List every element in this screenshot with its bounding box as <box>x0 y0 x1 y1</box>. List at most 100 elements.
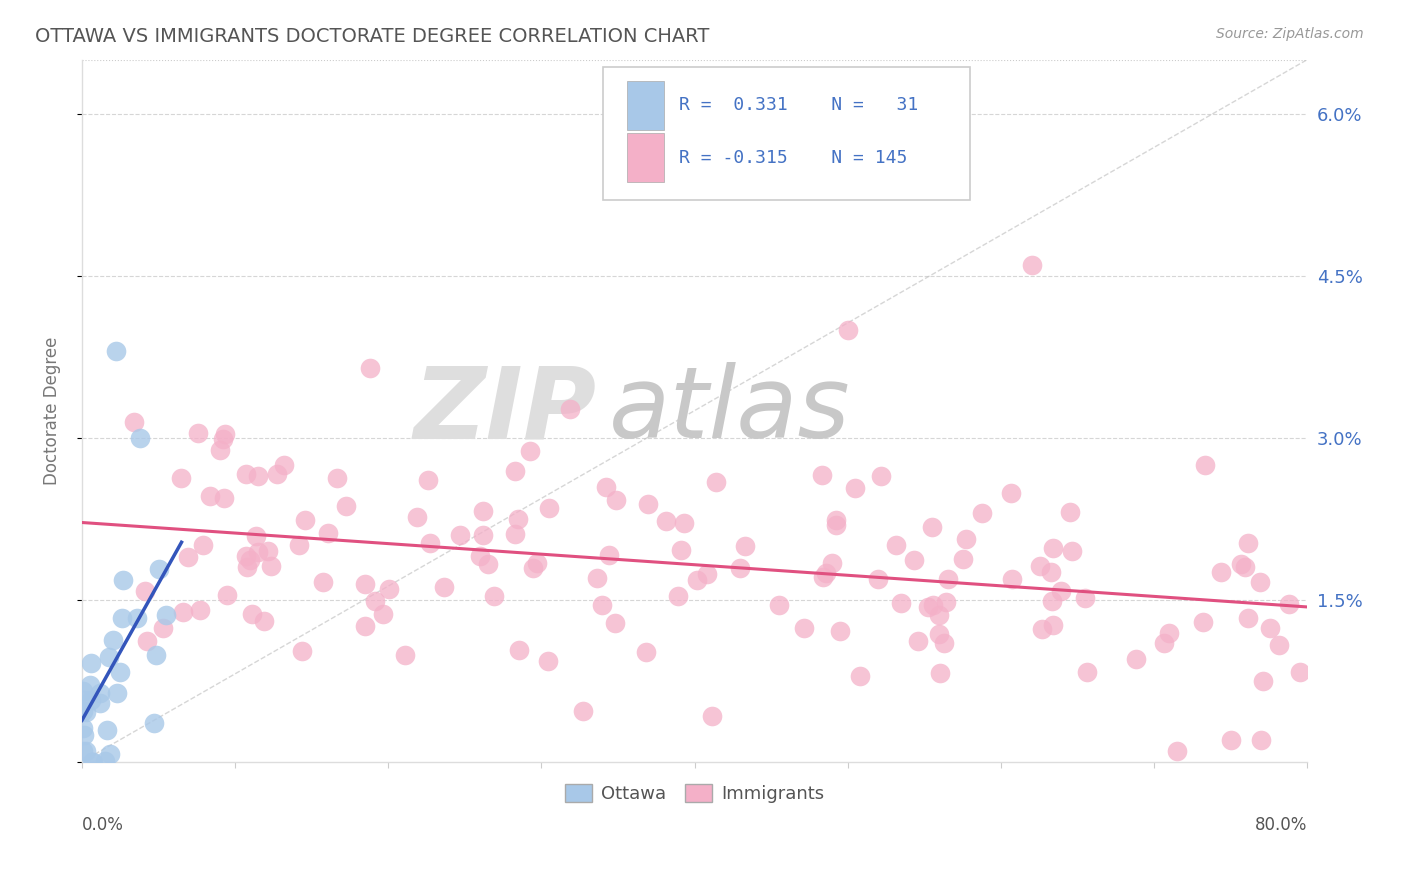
Point <box>917 599 939 614</box>
Legend: Ottawa, Immigrants: Ottawa, Immigrants <box>557 775 832 813</box>
Point <box>928 666 950 681</box>
Point <box>813 570 835 584</box>
Point <box>704 475 727 490</box>
Point <box>101 633 124 648</box>
Point <box>868 572 890 586</box>
Point <box>148 562 170 576</box>
Text: Source: ZipAtlas.com: Source: ZipAtlas.com <box>1216 27 1364 41</box>
Point <box>508 642 530 657</box>
Point <box>72 683 94 698</box>
Point <box>98 747 121 761</box>
Point <box>636 645 658 659</box>
Point <box>247 469 270 483</box>
Point <box>198 489 221 503</box>
Point <box>1000 486 1022 500</box>
Y-axis label: Doctorate Degree: Doctorate Degree <box>44 336 60 484</box>
Text: R = -0.315    N = 145: R = -0.315 N = 145 <box>679 149 907 167</box>
Point <box>1166 744 1188 758</box>
Point <box>1042 618 1064 632</box>
Point <box>1031 623 1053 637</box>
Point <box>449 528 471 542</box>
Point <box>537 500 560 515</box>
Point <box>938 572 960 586</box>
Point <box>177 550 200 565</box>
Point <box>124 415 146 429</box>
Point <box>1125 652 1147 666</box>
Point <box>235 549 257 564</box>
Text: ZIP: ZIP <box>413 362 596 459</box>
Point <box>598 548 620 562</box>
Point <box>686 573 709 587</box>
Point <box>932 636 955 650</box>
Point <box>728 561 751 575</box>
Point <box>235 467 257 481</box>
Point <box>921 519 943 533</box>
Point <box>273 458 295 472</box>
Point <box>155 607 177 622</box>
Point <box>432 580 454 594</box>
Point <box>1159 626 1181 640</box>
Point <box>890 596 912 610</box>
Point <box>188 603 211 617</box>
Point <box>239 553 262 567</box>
Point <box>637 497 659 511</box>
Point <box>266 467 288 482</box>
Point <box>700 708 723 723</box>
Point <box>105 686 128 700</box>
Point <box>291 644 314 658</box>
Point <box>537 654 560 668</box>
Text: R =  0.331    N =   31: R = 0.331 N = 31 <box>679 96 918 114</box>
Point <box>104 344 127 359</box>
Point <box>849 669 872 683</box>
Point <box>655 515 678 529</box>
Point <box>1074 591 1097 606</box>
Point <box>814 566 837 580</box>
Point <box>605 616 627 631</box>
Point <box>73 728 96 742</box>
Point <box>482 589 505 603</box>
Point <box>73 693 96 707</box>
Point <box>558 401 581 416</box>
Point <box>503 464 526 478</box>
Point <box>1253 674 1275 689</box>
Point <box>471 504 494 518</box>
Point <box>1258 621 1281 635</box>
Point <box>669 542 692 557</box>
Point <box>837 322 859 336</box>
Point <box>886 538 908 552</box>
Point <box>236 560 259 574</box>
Point <box>935 595 957 609</box>
Point <box>80 692 103 706</box>
Point <box>111 611 134 625</box>
Point <box>191 538 214 552</box>
Point <box>112 573 135 587</box>
Point <box>214 491 236 505</box>
Point <box>89 685 111 699</box>
Point <box>477 557 499 571</box>
Point <box>1237 611 1260 625</box>
Point <box>955 532 977 546</box>
Point <box>1042 594 1064 608</box>
Point <box>522 561 544 575</box>
Point <box>135 633 157 648</box>
Point <box>1278 597 1301 611</box>
Point <box>72 704 94 718</box>
Point <box>586 571 609 585</box>
Point <box>335 500 357 514</box>
Point <box>952 552 974 566</box>
Point <box>605 492 627 507</box>
Point <box>922 598 945 612</box>
Point <box>1076 665 1098 680</box>
Point <box>260 558 283 573</box>
Point <box>1229 558 1251 572</box>
Point <box>471 528 494 542</box>
Point <box>217 588 239 602</box>
Point <box>405 510 427 524</box>
Point <box>928 607 950 622</box>
Point <box>72 721 94 735</box>
Point <box>134 583 156 598</box>
Point <box>359 361 381 376</box>
Text: atlas: atlas <box>609 362 851 459</box>
Point <box>1288 665 1310 679</box>
Point <box>82 755 104 769</box>
